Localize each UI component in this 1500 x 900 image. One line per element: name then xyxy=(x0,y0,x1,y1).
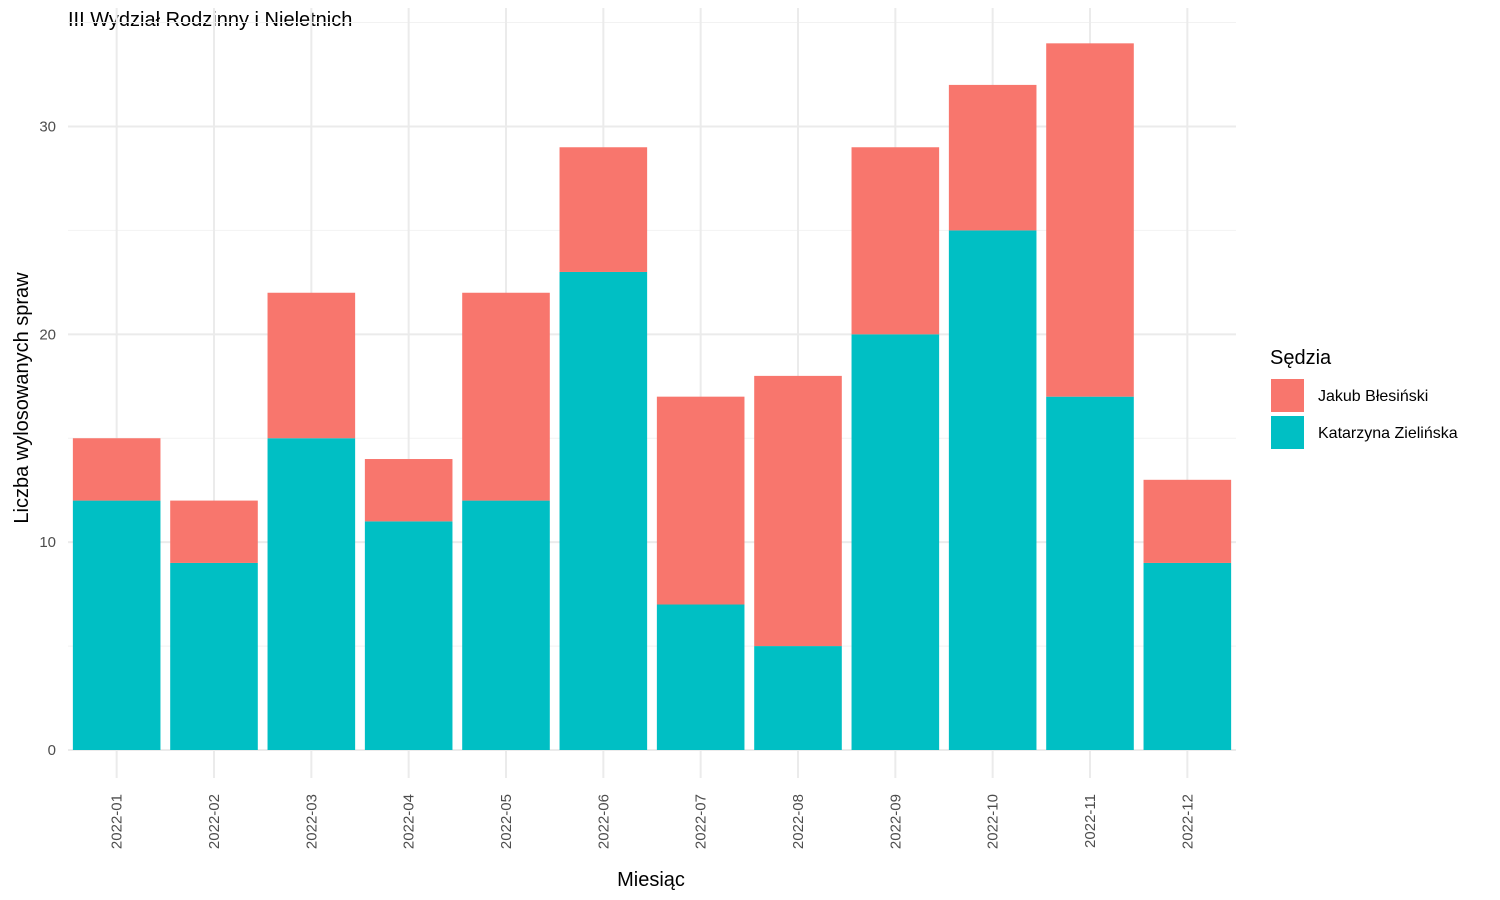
bar-segment xyxy=(1046,43,1134,397)
bar-segment xyxy=(559,271,648,750)
bar-segment xyxy=(754,646,842,750)
x-tick-label: 2022-10 xyxy=(985,794,1002,849)
legend-items: Jakub Błesiński Katarzyna Zielińska xyxy=(1271,379,1458,449)
y-axis-title: Liczba wylosowanych spraw xyxy=(11,272,33,524)
legend-label: Katarzyna Zielińska xyxy=(1318,425,1458,442)
bar-segment xyxy=(170,500,258,563)
x-axis-title: Miesiąc xyxy=(617,869,685,891)
bar-segment xyxy=(948,230,1037,750)
legend-key xyxy=(1271,379,1304,412)
bar-segment xyxy=(72,438,161,501)
bar-segment xyxy=(72,500,161,750)
bar-segment xyxy=(851,334,940,750)
legend-label: Jakub Błesiński xyxy=(1318,388,1428,405)
bar-segment xyxy=(462,292,550,501)
x-tick-label: 2022-01 xyxy=(109,794,126,849)
x-tick-label: 2022-05 xyxy=(498,794,515,849)
legend: Sędzia Jakub Błesiński Katarzyna Zielińsk… xyxy=(1270,347,1458,449)
bar-segment xyxy=(170,562,258,750)
x-tick-label: 2022-09 xyxy=(887,794,904,849)
y-tick-label: 30 xyxy=(39,118,56,135)
bar-segment xyxy=(948,84,1037,231)
x-tick-label: 2022-06 xyxy=(595,794,612,849)
y-axis-ticks: 0 10 20 30 xyxy=(39,118,56,759)
legend-title: Sędzia xyxy=(1270,347,1332,369)
x-tick-label: 2022-03 xyxy=(303,794,320,849)
bar-segment xyxy=(267,438,356,750)
bar-segment xyxy=(1143,562,1232,750)
x-tick-label: 2022-07 xyxy=(693,794,710,849)
bars xyxy=(72,43,1232,750)
bar-segment xyxy=(364,459,453,522)
x-tick-label: 2022-11 xyxy=(1082,794,1099,848)
legend-key xyxy=(1271,416,1304,449)
bar-segment xyxy=(364,521,453,750)
x-tick-label: 2022-08 xyxy=(790,794,807,849)
bar-segment xyxy=(851,147,940,335)
bar-segment xyxy=(462,500,550,750)
x-axis-ticks: 2022-01 2022-02 2022-03 2022-04 2022-05 2022-… xyxy=(109,794,1197,849)
bar-segment xyxy=(1046,396,1134,750)
chart-title: III Wydział Rodzinny i Nieletnich xyxy=(68,9,352,31)
bar-segment xyxy=(656,396,745,605)
bar-segment xyxy=(559,147,648,272)
y-tick-label: 10 xyxy=(39,534,56,551)
bar-segment xyxy=(1143,479,1232,563)
y-tick-label: 0 xyxy=(48,742,56,759)
bar-segment xyxy=(656,604,745,750)
x-tick-label: 2022-04 xyxy=(401,794,418,849)
bar-segment xyxy=(754,375,842,647)
y-tick-label: 20 xyxy=(39,326,56,343)
x-tick-label: 2022-12 xyxy=(1179,794,1196,849)
bar-segment xyxy=(267,292,356,439)
x-tick-label: 2022-02 xyxy=(206,794,223,849)
